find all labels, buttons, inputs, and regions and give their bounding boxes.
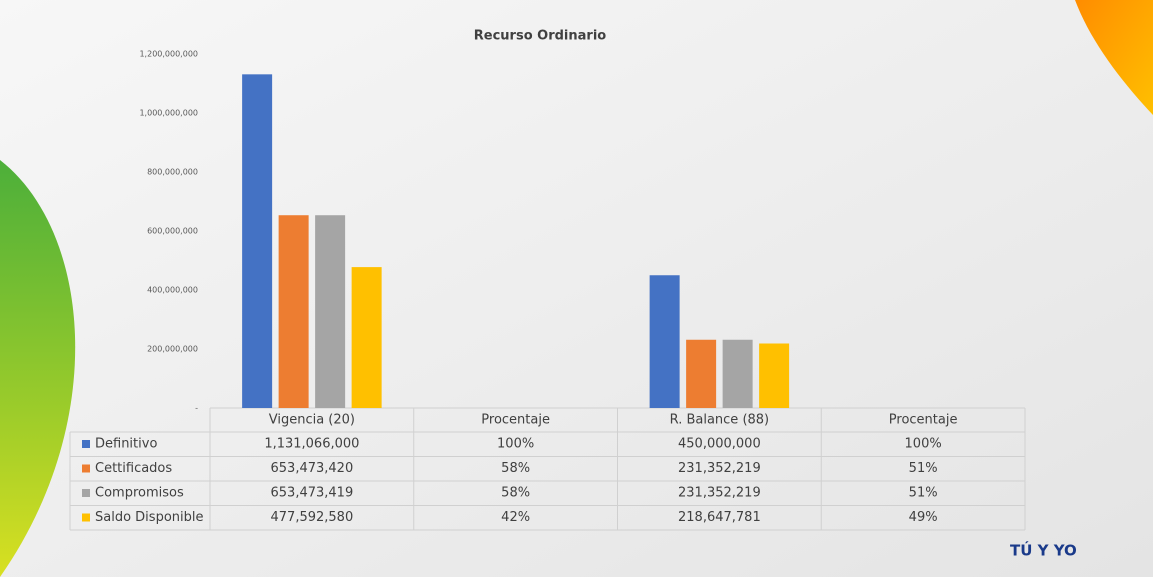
table-cell: 653,473,420 [271,461,354,476]
table-cell: 100% [497,437,534,452]
table-cell: 51% [909,461,938,476]
bar [279,215,309,408]
y-tick-label: - [195,404,198,413]
table-cell: 218,647,781 [678,510,761,525]
bar [315,215,345,408]
logo: TÚ Y YO [1010,541,1077,560]
legend-label: Saldo Disponible [95,510,203,525]
y-tick-label: 400,000,000 [147,286,198,295]
y-tick-label: 800,000,000 [147,168,198,177]
table-cell: 653,473,419 [271,486,354,501]
y-tick-label: 200,000,000 [147,345,198,354]
table-cell: 58% [501,461,530,476]
legend-label: Cettificados [95,461,172,476]
bar [686,340,716,408]
table-cell: 49% [909,510,938,525]
x-tick-label: Procentaje [889,413,958,428]
legend-label: Definitivo [95,437,157,452]
x-tick-label: Vigencia (20) [269,413,355,428]
x-tick-label: Procentaje [481,413,550,428]
bar [759,343,789,408]
legend-swatch [82,489,90,497]
legend-swatch [82,440,90,448]
table-cell: 100% [905,437,942,452]
y-tick-label: 600,000,000 [147,227,198,236]
bar [242,74,272,408]
table-cell: 231,352,219 [678,461,761,476]
legend-swatch [82,465,90,473]
table-cell: 58% [501,486,530,501]
table-cell: 1,131,066,000 [264,437,359,452]
y-tick-label: 1,000,000,000 [139,109,198,118]
table-cell: 42% [501,510,530,525]
table-cell: 450,000,000 [678,437,761,452]
bar [352,267,382,408]
chart-title: Recurso Ordinario [474,29,607,44]
bar [650,275,680,408]
legend-swatch [82,514,90,522]
y-tick-label: 1,200,000,000 [139,50,198,59]
table-cell: 51% [909,486,938,501]
legend-label: Compromisos [95,486,184,501]
x-tick-label: R. Balance (88) [670,413,770,428]
bar [723,340,753,408]
table-cell: 477,592,580 [271,510,354,525]
table-cell: 231,352,219 [678,486,761,501]
